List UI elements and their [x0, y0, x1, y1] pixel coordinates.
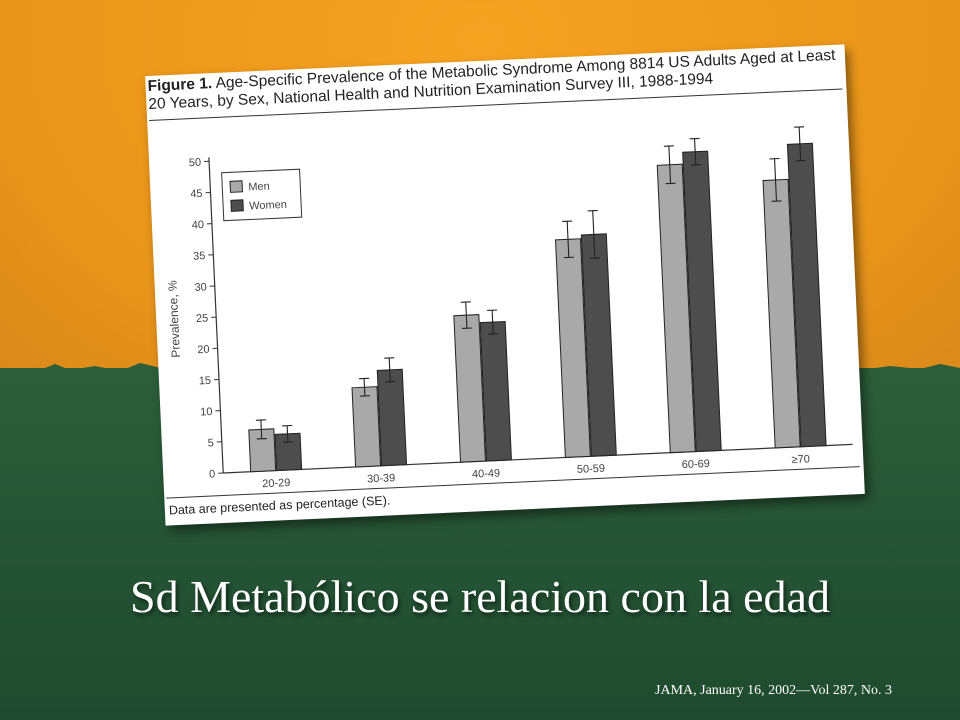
x-tick-label: 40-49	[472, 467, 501, 480]
y-tick-label: 0	[209, 468, 216, 480]
y-tick-label: 40	[191, 219, 204, 232]
y-tick-label: 50	[189, 157, 202, 170]
legend-label-men: Men	[248, 181, 270, 194]
error-bar	[363, 378, 366, 396]
legend-box	[221, 168, 303, 222]
bar-chart: 0 5 10 15 20 25 30 35 40 45 50 Prevalence, % 20-29 30…	[165, 126, 853, 490]
y-tick-label: 45	[190, 188, 203, 201]
y-tick-label: 10	[200, 406, 213, 419]
y-tick-label: 25	[196, 313, 209, 326]
x-tick-label: ≥70	[791, 453, 810, 466]
y-tick-label: 20	[197, 344, 210, 357]
figure-card: Figure 1. Age-Specific Prevalence of the…	[145, 44, 865, 526]
x-tick-label: 20-29	[262, 477, 291, 490]
x-axis-line	[223, 443, 853, 474]
y-tick-label: 35	[193, 250, 206, 263]
error-bar	[388, 357, 391, 382]
error-bar	[465, 302, 468, 329]
error-bar	[566, 221, 570, 258]
legend-swatch-women	[230, 199, 244, 212]
x-tick-label: 50-59	[577, 463, 606, 476]
y-tick-label: 30	[194, 281, 207, 294]
error-bar	[491, 310, 494, 334]
error-bar	[286, 425, 289, 442]
legend-swatch-men	[229, 180, 244, 193]
error-bar	[592, 210, 596, 259]
bar-men	[351, 386, 382, 468]
y-axis-title: Prevalence, %	[165, 280, 183, 358]
figure-label: Figure 1.	[147, 75, 213, 95]
bar-women	[274, 432, 303, 472]
bar-women	[376, 368, 408, 467]
figure-note: Data are presented as percentage (SE).	[168, 493, 391, 518]
slide-caption: Sd Metabólico se relacion con la edad	[130, 571, 830, 622]
x-tick-label: 60-69	[682, 458, 711, 471]
y-tick-label: 5	[207, 437, 214, 449]
error-bar	[668, 146, 672, 184]
y-axis-line	[208, 157, 224, 474]
error-bar	[260, 420, 263, 439]
x-tick-label: 30-39	[367, 472, 396, 485]
error-bar	[798, 126, 802, 161]
y-tick-label: 15	[199, 375, 212, 388]
error-bar	[694, 138, 697, 165]
journal-reference: JAMA, January 16, 2002—Vol 287, No. 3	[655, 683, 892, 698]
bar-men	[248, 428, 277, 473]
error-bar	[774, 158, 778, 202]
legend-label-women: Women	[249, 199, 287, 213]
x-axis-title: Age, y	[572, 474, 607, 490]
